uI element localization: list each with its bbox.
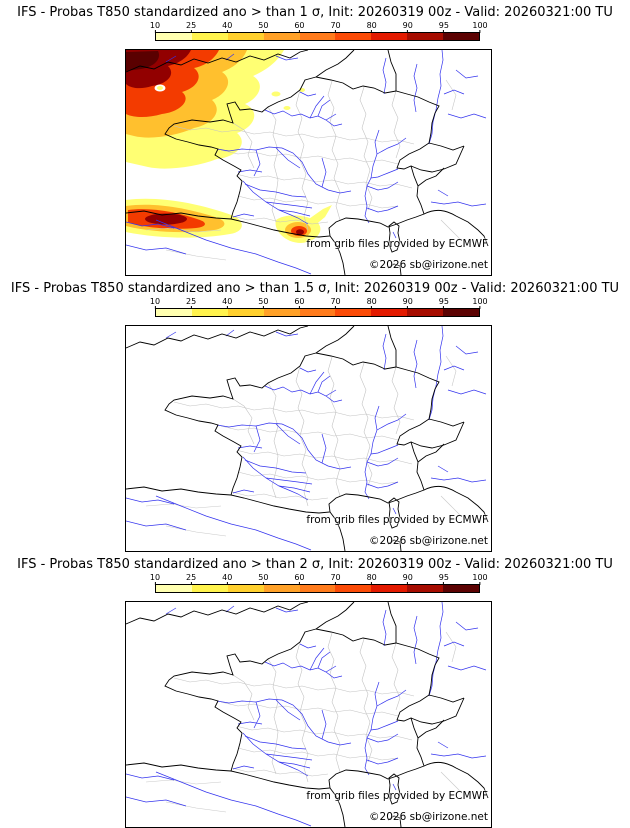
colorbar-segment (191, 585, 228, 592)
colorbar-tick-label: 60 (294, 21, 304, 33)
colorbar-tick-label: 70 (330, 21, 340, 33)
colorbar-tick-label: 95 (439, 297, 449, 309)
colorbar-gradient (155, 584, 480, 593)
credit-ecmwf: from grib files provided by ECMWF (306, 238, 488, 250)
credit-copyright: ©2026 sb@irizone.net (369, 535, 488, 547)
colorbar-gradient (155, 308, 480, 317)
colorbar-tick-label: 25 (186, 573, 196, 585)
colorbar-tick-label: 90 (403, 297, 413, 309)
credit-ecmwf: from grib files provided by ECMWF (306, 790, 488, 802)
colorbar-segment (407, 585, 444, 592)
map-credits: from grib files provided by ECMWF ©2026 … (306, 238, 488, 271)
colorbar-segment (263, 33, 300, 40)
colorbar-tick-label: 95 (439, 21, 449, 33)
map-credits: from grib files provided by ECMWF ©2026 … (306, 790, 488, 823)
map-credits: from grib files provided by ECMWF ©2026 … (306, 514, 488, 547)
colorbar-tick-label: 100 (472, 297, 487, 309)
colorbar-tick-label: 100 (472, 21, 487, 33)
colorbar-segment (156, 585, 192, 592)
colorbar-tick-label: 10 (150, 297, 160, 309)
colorbar-tick-label: 60 (294, 297, 304, 309)
colorbar-tick-label: 90 (403, 573, 413, 585)
colorbar-gradient (155, 32, 480, 41)
colorbar-segment (443, 33, 480, 40)
colorbar-tick-label: 40 (222, 297, 232, 309)
colorbar-tick-label: 90 (403, 21, 413, 33)
colorbar: 10 25 40 50 60 70 80 90 95 100 (150, 297, 488, 319)
colorbar-segment (371, 309, 408, 316)
credit-copyright: ©2026 sb@irizone.net (369, 811, 488, 823)
colorbar-tick-labels: 10 25 40 50 60 70 80 90 95 100 (150, 573, 488, 585)
colorbar-tick-label: 50 (258, 21, 268, 33)
colorbar-segment (443, 585, 480, 592)
colorbar-segment (299, 33, 336, 40)
colorbar-segment (407, 33, 444, 40)
colorbar: 10 25 40 50 60 70 80 90 95 100 (150, 573, 488, 595)
colorbar-segment (407, 309, 444, 316)
panel-prob-gt-2sigma: IFS - Probas T850 standardized ano > tha… (0, 552, 630, 828)
panel-prob-gt-1sigma: IFS - Probas T850 standardized ano > tha… (0, 0, 630, 276)
colorbar-segment (156, 309, 192, 316)
colorbar-tick-label: 40 (222, 21, 232, 33)
colorbar-segment (371, 33, 408, 40)
credit-ecmwf: from grib files provided by ECMWF (306, 514, 488, 526)
map-france: from grib files provided by ECMWF ©2026 … (125, 325, 492, 552)
colorbar-segment (227, 309, 264, 316)
colorbar-segment (263, 309, 300, 316)
colorbar-segment (191, 33, 228, 40)
colorbar-tick-label: 95 (439, 573, 449, 585)
colorbar-segment (335, 309, 372, 316)
panel-title: IFS - Probas T850 standardized ano > tha… (17, 5, 613, 20)
colorbar-tick-label: 10 (150, 573, 160, 585)
colorbar-tick-labels: 10 25 40 50 60 70 80 90 95 100 (150, 297, 488, 309)
map-france: from grib files provided by ECMWF ©2026 … (125, 49, 492, 276)
colorbar-segment (299, 585, 336, 592)
colorbar-tick-label: 100 (472, 573, 487, 585)
colorbar-segment (335, 33, 372, 40)
colorbar-tick-labels: 10 25 40 50 60 70 80 90 95 100 (150, 21, 488, 33)
colorbar-tick-label: 80 (367, 297, 377, 309)
colorbar-tick-label: 60 (294, 573, 304, 585)
colorbar-tick-label: 50 (258, 573, 268, 585)
panel-title: IFS - Probas T850 standardized ano > tha… (17, 557, 613, 572)
colorbar-tick-label: 80 (367, 21, 377, 33)
colorbar-segment (227, 33, 264, 40)
map-france: from grib files provided by ECMWF ©2026 … (125, 601, 492, 828)
colorbar-tick-label: 25 (186, 297, 196, 309)
colorbar-segment (443, 309, 480, 316)
colorbar-tick-label: 80 (367, 573, 377, 585)
colorbar-tick-label: 70 (330, 573, 340, 585)
colorbar-segment (191, 309, 228, 316)
colorbar-segment (156, 33, 192, 40)
panel-prob-gt-1-5sigma: IFS - Probas T850 standardized ano > tha… (0, 276, 630, 552)
panel-title: IFS - Probas T850 standardized ano > tha… (10, 281, 620, 296)
colorbar-tick-label: 50 (258, 297, 268, 309)
colorbar-segment (227, 585, 264, 592)
colorbar-segment (371, 585, 408, 592)
credit-copyright: ©2026 sb@irizone.net (369, 259, 488, 271)
colorbar-segment (335, 585, 372, 592)
colorbar-tick-label: 40 (222, 573, 232, 585)
colorbar-segment (299, 309, 336, 316)
colorbar-tick-label: 70 (330, 297, 340, 309)
colorbar-segment (263, 585, 300, 592)
colorbar: 10 25 40 50 60 70 80 90 95 100 (150, 21, 488, 43)
colorbar-tick-label: 10 (150, 21, 160, 33)
colorbar-tick-label: 25 (186, 21, 196, 33)
